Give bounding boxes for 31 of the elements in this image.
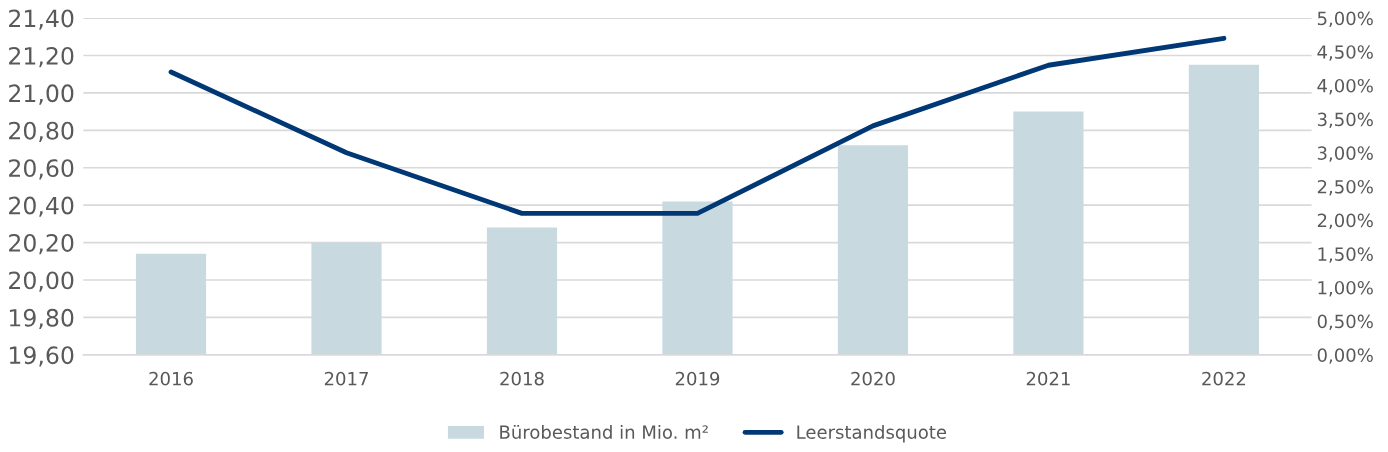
line-series [168,35,1227,216]
y-tick-label: 19,80 [9,308,74,330]
x-tick-label: 2019 [675,371,720,386]
y2-tick-label: 4,00% [1317,78,1373,95]
x-tick-label: 2016 [149,371,193,386]
y-tick-label: 20,60 [9,159,74,180]
y2-tick-label: 5,00% [1317,11,1373,28]
y2-tick-label: 1,00% [1318,280,1373,297]
x-tick-label: 2020 [851,371,895,386]
y2-tick-label: 2,00% [1317,213,1373,230]
y-tick-label: 20,40 [9,196,74,217]
y-tick-label: 21,00 [9,84,74,105]
x-tick-label: 2018 [500,371,544,386]
y2-tick-label: 0,00% [1317,348,1373,364]
y-tick-label: 20,20 [9,234,74,255]
y-tick-label: 21,20 [9,46,74,68]
y2-tick-label: 0,50% [1317,314,1373,331]
y2-tick-label: 4,50% [1317,45,1373,61]
x-tick-label: 2021 [1026,371,1070,386]
y2-tick-label: 2,50% [1317,179,1373,196]
y2-tick-label: 1,50% [1318,247,1373,263]
y-tick-label: 20,00 [9,271,74,292]
y-tick-label: 21,40 [9,9,74,30]
y-tick-label: 20,80 [9,121,74,143]
legend-label: Bürobestand in Mio. m² [500,424,708,439]
y2-tick-label: 3,00% [1317,146,1373,162]
x-tick-label: 2017 [324,371,368,386]
x-tick-label: 2022 [1202,371,1246,386]
y-tick-label: 19,60 [9,346,74,367]
y2-tick-label: 3,50% [1317,112,1373,129]
legend-label: Leerstandsquote [797,424,947,443]
